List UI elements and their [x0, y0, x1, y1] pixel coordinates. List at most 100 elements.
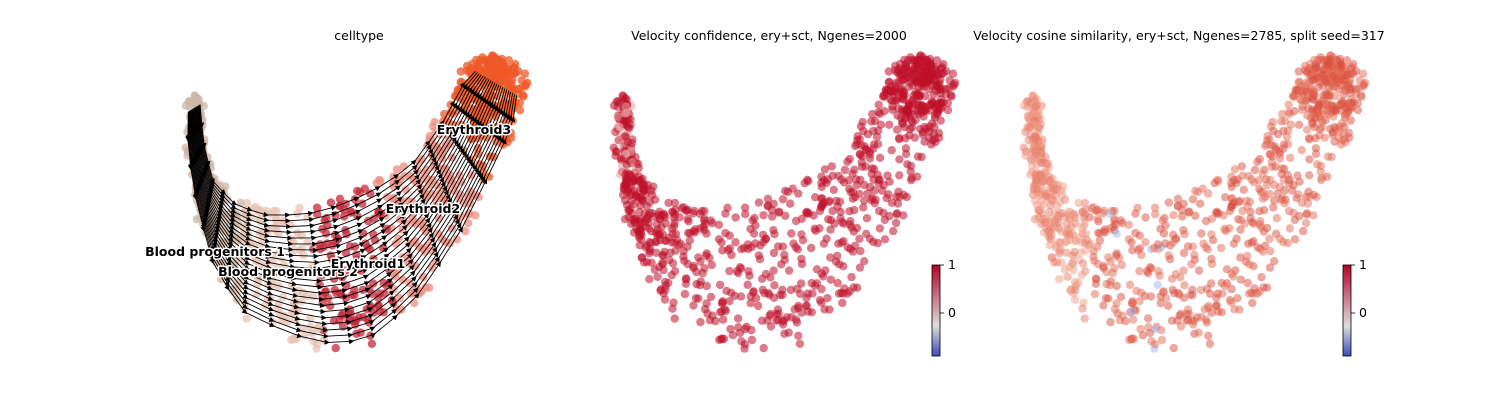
cell-point — [751, 293, 761, 303]
cell-point — [770, 281, 779, 290]
cell-point — [1135, 231, 1144, 240]
cell-point — [812, 265, 822, 274]
cell-point — [1070, 247, 1079, 257]
cell-point — [1112, 299, 1121, 308]
cell-point — [1063, 272, 1072, 281]
cell-point — [517, 76, 526, 85]
celltype-panel: celltype Blood progenitors 1 Blood proge… — [144, 28, 532, 353]
cell-point — [1135, 297, 1144, 306]
cell-point — [1032, 121, 1042, 131]
cell-point — [749, 287, 758, 296]
cell-point — [1280, 199, 1289, 208]
cell-point — [1131, 209, 1140, 218]
cell-point — [1255, 184, 1264, 193]
cell-point — [1090, 256, 1099, 265]
cell-point — [802, 207, 811, 216]
cell-point — [856, 175, 865, 185]
cell-point — [456, 67, 465, 76]
cell-point — [1323, 60, 1332, 69]
cell-point — [315, 280, 324, 289]
cell-point — [485, 60, 494, 69]
cell-point — [1078, 259, 1088, 268]
cell-point — [635, 241, 644, 250]
cell-point — [1273, 189, 1282, 198]
cell-point — [1324, 109, 1333, 119]
cell-point — [1111, 219, 1120, 229]
cell-point — [794, 189, 803, 198]
cell-point — [725, 266, 734, 276]
cell-point — [874, 100, 883, 109]
cell-point — [1279, 140, 1289, 149]
cell-point — [912, 172, 922, 181]
cell-point — [737, 337, 746, 346]
cell-point — [731, 213, 740, 222]
cell-point — [833, 278, 842, 288]
cell-point — [891, 78, 901, 88]
cell-point — [1145, 328, 1155, 338]
cell-point — [789, 239, 798, 248]
cell-point — [1194, 328, 1203, 337]
cell-point — [1207, 254, 1216, 264]
cell-point — [1204, 331, 1213, 340]
cell-point — [845, 184, 854, 193]
cell-point — [912, 78, 921, 87]
cell-point — [691, 225, 700, 234]
cell-point — [476, 73, 485, 83]
cell-point — [513, 84, 523, 94]
cell-point — [1196, 199, 1205, 208]
cell-point — [1250, 165, 1260, 175]
cell-point — [1236, 275, 1246, 284]
cell-point — [1239, 185, 1249, 194]
cell-point — [506, 70, 516, 79]
cell-point — [1197, 313, 1206, 322]
cell-point — [778, 290, 787, 300]
cell-point — [694, 294, 703, 303]
cell-point — [920, 137, 929, 146]
cell-point — [1295, 211, 1304, 221]
cell-point — [912, 90, 921, 100]
cell-point — [626, 147, 635, 156]
cell-point — [318, 298, 327, 308]
cell-point — [884, 67, 893, 76]
cell-point — [768, 212, 777, 221]
cell-point — [472, 55, 481, 65]
cell-point — [924, 84, 934, 94]
cell-point — [1220, 281, 1230, 290]
cell-point — [1336, 62, 1346, 72]
panel-title-celltype: celltype — [334, 28, 384, 43]
cell-point — [1045, 241, 1054, 250]
cell-point — [706, 292, 716, 302]
cell-point — [725, 297, 734, 306]
cell-point — [667, 224, 676, 233]
colorbar-tick-1: 1 — [1359, 257, 1367, 272]
cell-point — [1297, 96, 1307, 105]
cell-point — [1344, 70, 1354, 79]
cell-point — [926, 62, 936, 72]
cell-point — [1118, 311, 1127, 320]
cluster-label-erythroid2: Erythroid2 — [386, 201, 460, 216]
cell-point — [642, 202, 652, 211]
cell-point — [858, 117, 867, 127]
cell-point — [708, 311, 717, 320]
cell-point — [1147, 337, 1156, 346]
cell-point — [1210, 178, 1219, 188]
cell-point — [855, 234, 864, 243]
cell-point — [698, 268, 707, 278]
cell-point — [696, 317, 705, 327]
cell-point — [859, 126, 868, 136]
cell-point — [1169, 211, 1178, 220]
cell-point — [695, 209, 705, 219]
cell-point — [1112, 281, 1121, 291]
cell-point — [1116, 292, 1126, 302]
cell-point — [783, 187, 793, 197]
cell-point — [1019, 101, 1029, 110]
cell-point — [849, 283, 858, 292]
colorbar-tick-1: 1 — [948, 257, 956, 272]
cell-point — [1280, 116, 1290, 126]
cell-point — [870, 199, 879, 208]
cell-point — [773, 315, 783, 325]
cell-point — [1036, 171, 1045, 180]
cell-point — [1303, 199, 1313, 208]
cell-point — [1143, 314, 1153, 323]
cell-point — [1099, 301, 1108, 310]
